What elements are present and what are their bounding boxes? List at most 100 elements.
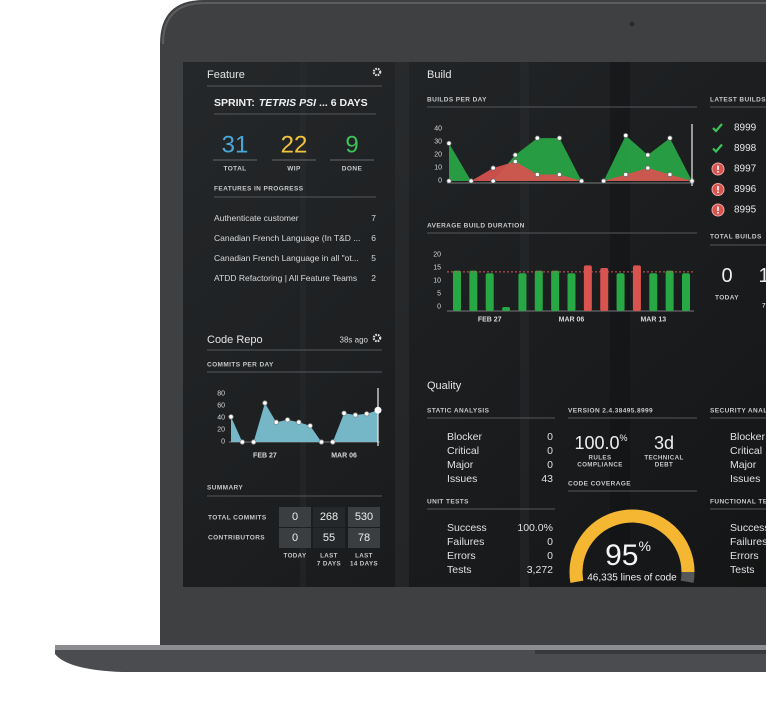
metric-label: Success [447, 522, 487, 534]
bar [485, 273, 494, 311]
base-notch [535, 650, 766, 654]
feature-count: 5 [371, 253, 376, 263]
feature-name: Canadian French Language (In T&D ... [214, 233, 360, 243]
data-point [228, 414, 234, 420]
y-tick-label: 80 [217, 391, 225, 398]
failure-mark [717, 165, 719, 170]
failure-mark [717, 212, 719, 214]
failure-mark [717, 191, 719, 194]
data-point [623, 171, 629, 178]
sprint-line: SPRINT: TETRIS PSI... 6 DAYS [214, 97, 368, 109]
y-tick-label: 0 [221, 439, 225, 446]
build-number: 8996 [734, 184, 757, 195]
y-tick-label: 60 [217, 403, 225, 410]
feature-count: 7 [371, 213, 376, 223]
panel-title: Feature [207, 69, 245, 81]
metric-label: Major [447, 459, 474, 471]
data-point [512, 152, 518, 158]
tree [300, 62, 306, 587]
lid-rim [162, 2, 766, 45]
section-label: TODAY [715, 295, 739, 302]
bar [632, 265, 641, 311]
metric-label: Major [730, 459, 757, 471]
failure-mark [717, 206, 719, 211]
build-number: 8998 [734, 143, 757, 154]
bar [583, 265, 592, 311]
metric-label: Failures [730, 536, 766, 548]
y-tick-label: 30 [434, 139, 442, 146]
feature-name: Authenticate customer [214, 213, 299, 223]
total-builds-value: 1 [758, 265, 766, 287]
summary-value: 0 [292, 532, 298, 544]
metric-label: Blocker [447, 431, 483, 443]
failure-mark [717, 186, 719, 191]
bar [469, 270, 478, 311]
screen-texture [300, 62, 630, 587]
total-builds-value: 0 [721, 265, 732, 287]
y-tick-label: 0 [437, 304, 441, 311]
y-tick-label: 10 [434, 165, 442, 172]
data-point [578, 178, 585, 184]
gauge-value [569, 509, 695, 583]
data-point [667, 171, 673, 178]
section-label: 14 DAYS [350, 561, 378, 568]
gear-icon [372, 333, 382, 343]
metric-label: Tests [447, 564, 472, 576]
y-tick-label: 5 [437, 291, 441, 298]
today-point [374, 406, 382, 414]
section-label: TOTAL COMMITS [208, 515, 267, 522]
metric-value: 3,272 [527, 564, 553, 576]
failure-mark [717, 171, 719, 173]
data-point [645, 165, 651, 171]
summary-cell [279, 528, 311, 548]
rules-value: 100.0 [574, 433, 619, 453]
section-label: 7 [762, 303, 766, 310]
build-number: 8995 [734, 205, 757, 216]
section-label: VERSION 2.4.38495.8999 [568, 408, 653, 415]
section-label: LAST [320, 553, 338, 560]
metric-value: 0 [547, 536, 553, 548]
data-point [352, 412, 358, 418]
sprint-name: TETRIS PSI [259, 97, 317, 109]
metric-label: Success [730, 522, 766, 534]
feature-count: 6 [371, 233, 376, 243]
section-label: BUILDS PER DAY [427, 97, 487, 104]
bar [616, 273, 625, 311]
base-edge [55, 645, 766, 650]
section-label: SUMMARY [207, 485, 243, 492]
metric-label: Tests [730, 564, 755, 576]
bar [534, 270, 543, 311]
stat-value: 22 [281, 132, 308, 159]
technical-debt: 3d [654, 433, 674, 453]
metric-value: 43 [541, 473, 553, 485]
data-point [318, 439, 325, 445]
bar [665, 270, 674, 311]
section-label: CODE COVERAGE [568, 481, 631, 488]
section-label: STATIC ANALYSIS [427, 408, 490, 415]
section-label: TOTAL BUILDS [710, 234, 762, 241]
metric-value: 100.0% [517, 522, 553, 534]
build-number: 8997 [734, 164, 757, 175]
dashboard: Feature SPRINT: TETRIS PSI... 6 DAYS 31 TOTA… [207, 67, 766, 584]
metric-value: 0 [547, 550, 553, 562]
success-icon [712, 143, 723, 154]
section-label: TECHNICAL [644, 455, 683, 462]
metric-label: Blocker [730, 431, 766, 443]
data-point [251, 439, 257, 445]
data-point [490, 165, 496, 171]
y-tick-label: 40 [434, 126, 442, 133]
coverage-lines: 46,335 lines of code [587, 573, 677, 584]
build-number: 8999 [734, 123, 757, 134]
section-label: COMMITS PER DAY [207, 362, 274, 369]
data-point [645, 152, 651, 158]
data-point [534, 135, 540, 141]
data-point [330, 439, 336, 445]
metric-label: Errors [730, 550, 759, 562]
y-tick-label: 40 [217, 415, 225, 422]
x-tick-label: MAR 06 [331, 453, 357, 460]
data-point [556, 171, 563, 178]
metric-label: Issues [447, 473, 477, 485]
panel-title: Code Repo [207, 334, 263, 346]
coverage-text: 95% [605, 538, 651, 572]
